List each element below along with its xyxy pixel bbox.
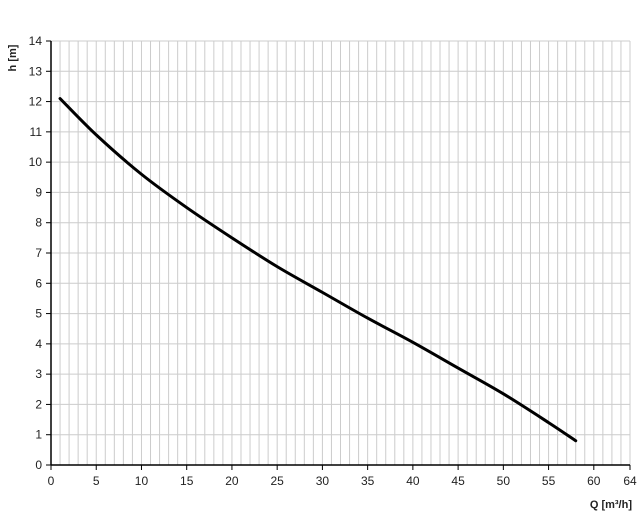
y-tick-label: 14 [29,34,43,48]
y-tick-label: 4 [35,337,42,351]
x-tick-label: 15 [180,474,194,488]
x-tick-label: 64 [623,474,637,488]
y-tick-label: 3 [35,367,42,381]
x-tick-label: 10 [135,474,149,488]
y-tick-label: 9 [35,185,42,199]
y-axis-label: h [m] [7,44,19,71]
x-tick-label: 30 [316,474,330,488]
y-tick-label: 6 [35,276,42,290]
x-tick-label: 40 [406,474,420,488]
y-tick-label: 10 [29,155,43,169]
y-tick-label: 2 [35,397,42,411]
y-tick-label: 12 [29,95,43,109]
x-tick-label: 25 [270,474,284,488]
x-tick-label: 55 [542,474,556,488]
y-tick-label: 7 [35,246,42,260]
x-axis-label: Q [m³/h] [590,499,632,511]
x-tick-label: 0 [48,474,55,488]
y-tick-label: 13 [29,64,43,78]
x-tick-label: 45 [451,474,465,488]
x-tick-label: 60 [587,474,601,488]
x-tick-label: 50 [497,474,511,488]
x-tick-label: 35 [361,474,375,488]
x-tick-label: 5 [93,474,100,488]
axes [46,40,631,470]
series-line [58,97,578,443]
x-tick-label: 20 [225,474,239,488]
grid [51,40,631,465]
y-tick-label: 8 [35,216,42,230]
y-tick-label: 1 [35,428,42,442]
tick-labels: 0 5 10 15 20 25 30 35 40 45 50 55 60 6401234567891011… [29,34,637,488]
y-tick-label: 11 [30,125,43,139]
y-tick-label: 5 [35,307,42,321]
y-tick-label: 0 [35,458,42,472]
